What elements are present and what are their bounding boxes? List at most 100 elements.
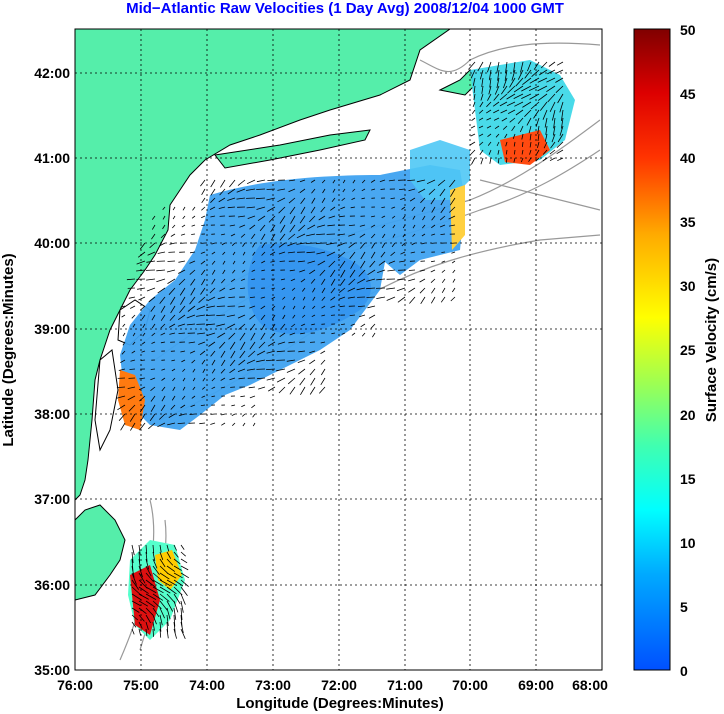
velocity-vector bbox=[173, 607, 177, 620]
velocity-vector bbox=[537, 77, 548, 83]
velocity-vector bbox=[291, 287, 296, 291]
velocity-vector bbox=[513, 61, 516, 73]
velocity-vector bbox=[496, 77, 500, 89]
velocity-vector bbox=[440, 197, 446, 206]
velocity-vector bbox=[248, 386, 256, 389]
velocity-vector bbox=[300, 386, 306, 396]
velocity-vector bbox=[504, 69, 508, 81]
velocity-vector bbox=[449, 197, 456, 206]
velocity-vector bbox=[138, 565, 143, 578]
velocity-vector bbox=[505, 141, 508, 147]
velocity-vector bbox=[166, 586, 177, 595]
velocity-vector bbox=[511, 125, 516, 132]
velocity-vector bbox=[542, 149, 548, 155]
velocity-vector bbox=[140, 359, 146, 361]
velocity-vector bbox=[129, 368, 136, 370]
velocity-vector bbox=[210, 350, 216, 357]
velocity-vector bbox=[120, 359, 126, 364]
velocity-vector bbox=[337, 233, 346, 236]
velocity-vector bbox=[371, 233, 376, 239]
velocity-vector bbox=[280, 224, 286, 233]
velocity-vector bbox=[159, 572, 170, 580]
velocity-vector bbox=[503, 77, 508, 89]
velocity-vector bbox=[421, 233, 426, 237]
velocity-vector bbox=[238, 359, 246, 366]
land-mass bbox=[75, 29, 476, 601]
velocity-vector bbox=[221, 413, 226, 416]
velocity-vector bbox=[231, 413, 236, 417]
velocity-vector bbox=[271, 314, 276, 320]
velocity-vector bbox=[451, 260, 456, 264]
velocity-vector bbox=[251, 278, 256, 280]
velocity-vector bbox=[306, 251, 316, 254]
velocity-vector bbox=[420, 296, 426, 305]
velocity-vector bbox=[156, 278, 166, 283]
velocity-vector bbox=[521, 93, 532, 99]
velocity-vector bbox=[200, 179, 206, 187]
velocity-vector bbox=[168, 287, 176, 295]
velocity-vector bbox=[542, 157, 548, 162]
velocity-vector bbox=[316, 251, 326, 255]
velocity-vector bbox=[267, 386, 276, 392]
velocity-vector bbox=[477, 61, 484, 72]
velocity-vector bbox=[170, 404, 176, 410]
velocity-vector bbox=[352, 188, 356, 192]
velocity-vector bbox=[159, 621, 162, 632]
gulf-of-maine-coverage bbox=[470, 60, 575, 165]
velocity-vector bbox=[390, 251, 396, 257]
velocity-vector bbox=[240, 341, 246, 350]
velocity-vector bbox=[506, 93, 516, 100]
velocity-vector bbox=[339, 305, 346, 308]
velocity-vector bbox=[160, 323, 166, 329]
velocity-vector bbox=[421, 224, 426, 229]
velocity-vector bbox=[289, 386, 296, 395]
velocity-vector bbox=[528, 157, 532, 162]
y-axis-label: Latitude (Degrees:Minutes) bbox=[0, 253, 17, 446]
velocity-vector bbox=[426, 179, 436, 185]
velocity-vector bbox=[319, 386, 326, 394]
velocity-vector bbox=[168, 323, 176, 328]
velocity-vector bbox=[180, 621, 184, 634]
velocity-vector bbox=[221, 359, 226, 367]
velocity-vector bbox=[359, 314, 366, 318]
velocity-vector bbox=[145, 614, 151, 624]
velocity-vector bbox=[145, 572, 155, 583]
velocity-vector bbox=[513, 141, 516, 147]
velocity-vector bbox=[437, 179, 446, 187]
velocity-vector bbox=[357, 305, 366, 307]
velocity-vector bbox=[537, 141, 540, 149]
velocity-vector bbox=[249, 395, 256, 399]
velocity-vector bbox=[526, 117, 532, 126]
velocity-vector bbox=[132, 323, 136, 328]
velocity-vector bbox=[320, 341, 326, 344]
velocity-vector bbox=[301, 323, 306, 327]
velocity-vector bbox=[547, 69, 556, 75]
velocity-vector bbox=[231, 242, 236, 246]
velocity-vector bbox=[251, 260, 256, 264]
velocity-vector bbox=[351, 332, 356, 336]
velocity-vector bbox=[292, 314, 296, 319]
velocity-vector bbox=[392, 233, 396, 238]
velocity-vector bbox=[180, 579, 189, 587]
y-tick-label: 35:00 bbox=[34, 662, 70, 678]
velocity-vector bbox=[298, 224, 306, 232]
velocity-vector bbox=[190, 278, 196, 286]
velocity-vector bbox=[238, 323, 246, 330]
velocity-vector bbox=[270, 224, 276, 233]
velocity-vector bbox=[257, 215, 266, 222]
velocity-vector bbox=[139, 242, 146, 250]
velocity-vector bbox=[348, 242, 356, 249]
velocity-vector bbox=[401, 242, 406, 247]
velocity-vector bbox=[302, 305, 306, 310]
velocity-vector bbox=[211, 260, 216, 265]
velocity-vector bbox=[321, 179, 326, 184]
velocity-vector bbox=[524, 109, 532, 117]
velocity-vector bbox=[419, 269, 426, 272]
velocity-vector bbox=[191, 233, 196, 235]
velocity-vector bbox=[420, 197, 426, 204]
velocity-vector bbox=[411, 206, 416, 211]
velocity-vector bbox=[505, 149, 508, 155]
velocity-vector bbox=[190, 404, 196, 407]
velocity-vector bbox=[166, 551, 172, 559]
velocity-vector bbox=[512, 133, 516, 139]
